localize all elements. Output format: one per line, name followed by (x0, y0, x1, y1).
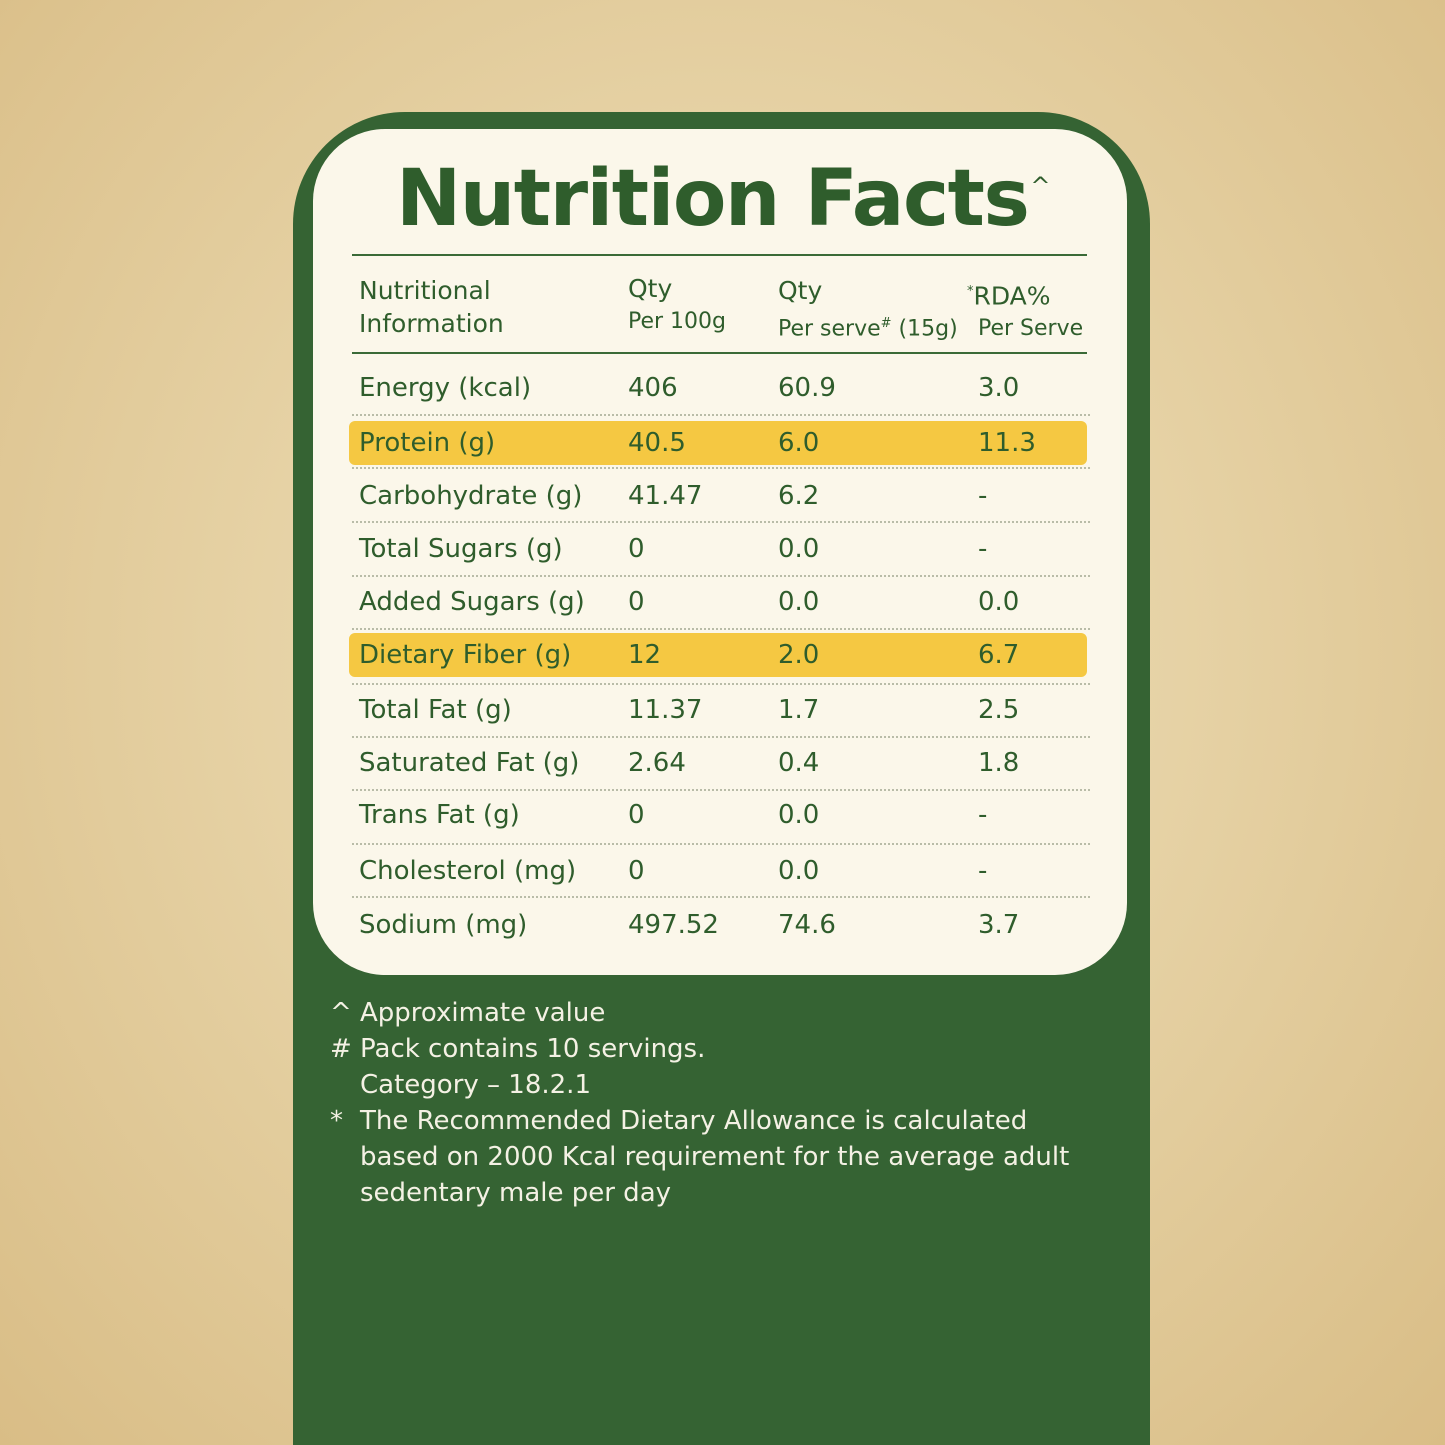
qty-per-serve: 0.4 (778, 748, 820, 778)
footnote-line: The Recommended Dietary Allowance is cal… (360, 1106, 1028, 1136)
qty-per-100g: 497.52 (628, 910, 719, 940)
header-top-rule (352, 254, 1087, 256)
table-row: Saturated Fat (g) 2.64 0.4 1.8 (352, 739, 1087, 787)
rda-percent: - (978, 534, 988, 564)
rda-percent: - (978, 481, 988, 511)
page-title: Nutrition Facts^ (396, 154, 1050, 244)
footnote-line: based on 2000 Kcal requirement for the a… (360, 1142, 1070, 1172)
nutrient-name: Trans Fat (g) (359, 800, 520, 830)
qty-per-100g: 41.47 (628, 481, 703, 511)
rda-percent: 3.0 (978, 373, 1020, 403)
table-row: Cholesterol (mg) 0 0.0 - (352, 847, 1087, 895)
nutrient-name: Dietary Fiber (g) (359, 640, 572, 670)
qty-per-serve: 0.0 (778, 800, 820, 830)
nutrition-card (313, 129, 1127, 975)
row-divider (352, 521, 1090, 523)
nutrient-name: Cholesterol (mg) (359, 856, 577, 886)
footnote-symbol: # (330, 1034, 352, 1064)
header-bottom-rule (352, 352, 1087, 354)
qty-per-100g: 2.64 (628, 748, 686, 778)
qty-per-serve: 0.0 (778, 856, 820, 886)
row-divider (352, 896, 1090, 898)
nutrient-name: Total Sugars (g) (359, 534, 563, 564)
rda-percent: 0.0 (978, 587, 1020, 617)
footnote-symbol: ^ (330, 998, 352, 1028)
rda-percent: 2.5 (978, 695, 1020, 725)
footnote-item: * The Recommended Dietary Allowance is ca… (330, 1103, 1069, 1211)
header-rda-per-serve: *RDA% Per Serve (967, 281, 1084, 342)
qty-per-serve: 1.7 (778, 695, 820, 725)
qty-per-serve: 60.9 (778, 373, 836, 403)
nutrient-name: Sodium (mg) (359, 910, 528, 940)
table-row: Sodium (mg) 497.52 74.6 3.7 (352, 901, 1087, 949)
nutrient-name: Carbohydrate (g) (359, 481, 583, 511)
qty-per-serve: 74.6 (778, 910, 836, 940)
row-divider (352, 414, 1090, 416)
footnote-line: sedentary male per day (360, 1178, 672, 1208)
footnote-item: # Pack contains 10 servings. Category – 18… (330, 1031, 1069, 1103)
nutrient-name: Energy (kcal) (359, 373, 532, 403)
table-row: Total Fat (g) 11.37 1.7 2.5 (352, 686, 1087, 734)
title-footnote-mark: ^ (1030, 172, 1050, 200)
header-qty-per-serve: Qty Per serve# (15g) (778, 276, 958, 342)
qty-per-100g: 0 (628, 587, 645, 617)
nutrient-name: Added Sugars (g) (359, 587, 585, 617)
qty-per-100g: 406 (628, 373, 678, 403)
row-divider (352, 843, 1090, 845)
row-divider (352, 736, 1090, 738)
nutrient-name: Total Fat (g) (359, 695, 512, 725)
qty-per-100g: 0 (628, 800, 645, 830)
footnote-line: Category – 18.2.1 (360, 1070, 591, 1100)
footnote-symbol: * (330, 1106, 343, 1136)
nutrient-name: Protein (g) (359, 428, 496, 458)
row-divider (352, 575, 1090, 577)
header-qty-per-100g: Qty Per 100g (628, 274, 727, 334)
nutrient-name: Saturated Fat (g) (359, 748, 580, 778)
table-row: Dietary Fiber (g) 12 2.0 6.7 (349, 631, 1087, 679)
footnotes: ^ Approximate value # Pack contains 10 serv… (330, 995, 1069, 1211)
qty-per-100g: 0 (628, 856, 645, 886)
rda-percent: - (978, 856, 988, 886)
header-nutritional-information: Nutritional Information (359, 276, 504, 338)
table-row: Added Sugars (g) 0 0.0 0.0 (352, 578, 1087, 626)
row-divider (352, 683, 1090, 685)
footnote-line: Pack contains 10 servings. (360, 1034, 706, 1064)
qty-per-serve: 6.0 (778, 428, 820, 458)
qty-per-100g: 11.37 (628, 695, 703, 725)
table-row: Energy (kcal) 406 60.9 3.0 (352, 364, 1087, 412)
qty-per-100g: 12 (628, 640, 662, 670)
qty-per-serve: 0.0 (778, 587, 820, 617)
footnote-line: Approximate value (360, 998, 606, 1028)
qty-per-100g: 40.5 (628, 428, 686, 458)
table-row: Carbohydrate (g) 41.47 6.2 - (352, 472, 1087, 520)
rda-percent: 11.3 (978, 428, 1036, 458)
row-divider (352, 789, 1090, 791)
table-row: Trans Fat (g) 0 0.0 - (352, 791, 1087, 839)
qty-per-100g: 0 (628, 534, 645, 564)
qty-per-serve: 0.0 (778, 534, 820, 564)
rda-percent: 6.7 (978, 640, 1020, 670)
rda-percent: 3.7 (978, 910, 1020, 940)
rda-percent: 1.8 (978, 748, 1020, 778)
table-row: Total Sugars (g) 0 0.0 - (352, 525, 1087, 573)
qty-per-serve: 6.2 (778, 481, 820, 511)
footnote-item: ^ Approximate value (330, 995, 1069, 1031)
qty-per-serve: 2.0 (778, 640, 820, 670)
row-divider (352, 467, 1090, 469)
row-divider (352, 628, 1090, 630)
table-row: Protein (g) 40.5 6.0 11.3 (349, 419, 1087, 467)
rda-percent: - (978, 800, 988, 830)
